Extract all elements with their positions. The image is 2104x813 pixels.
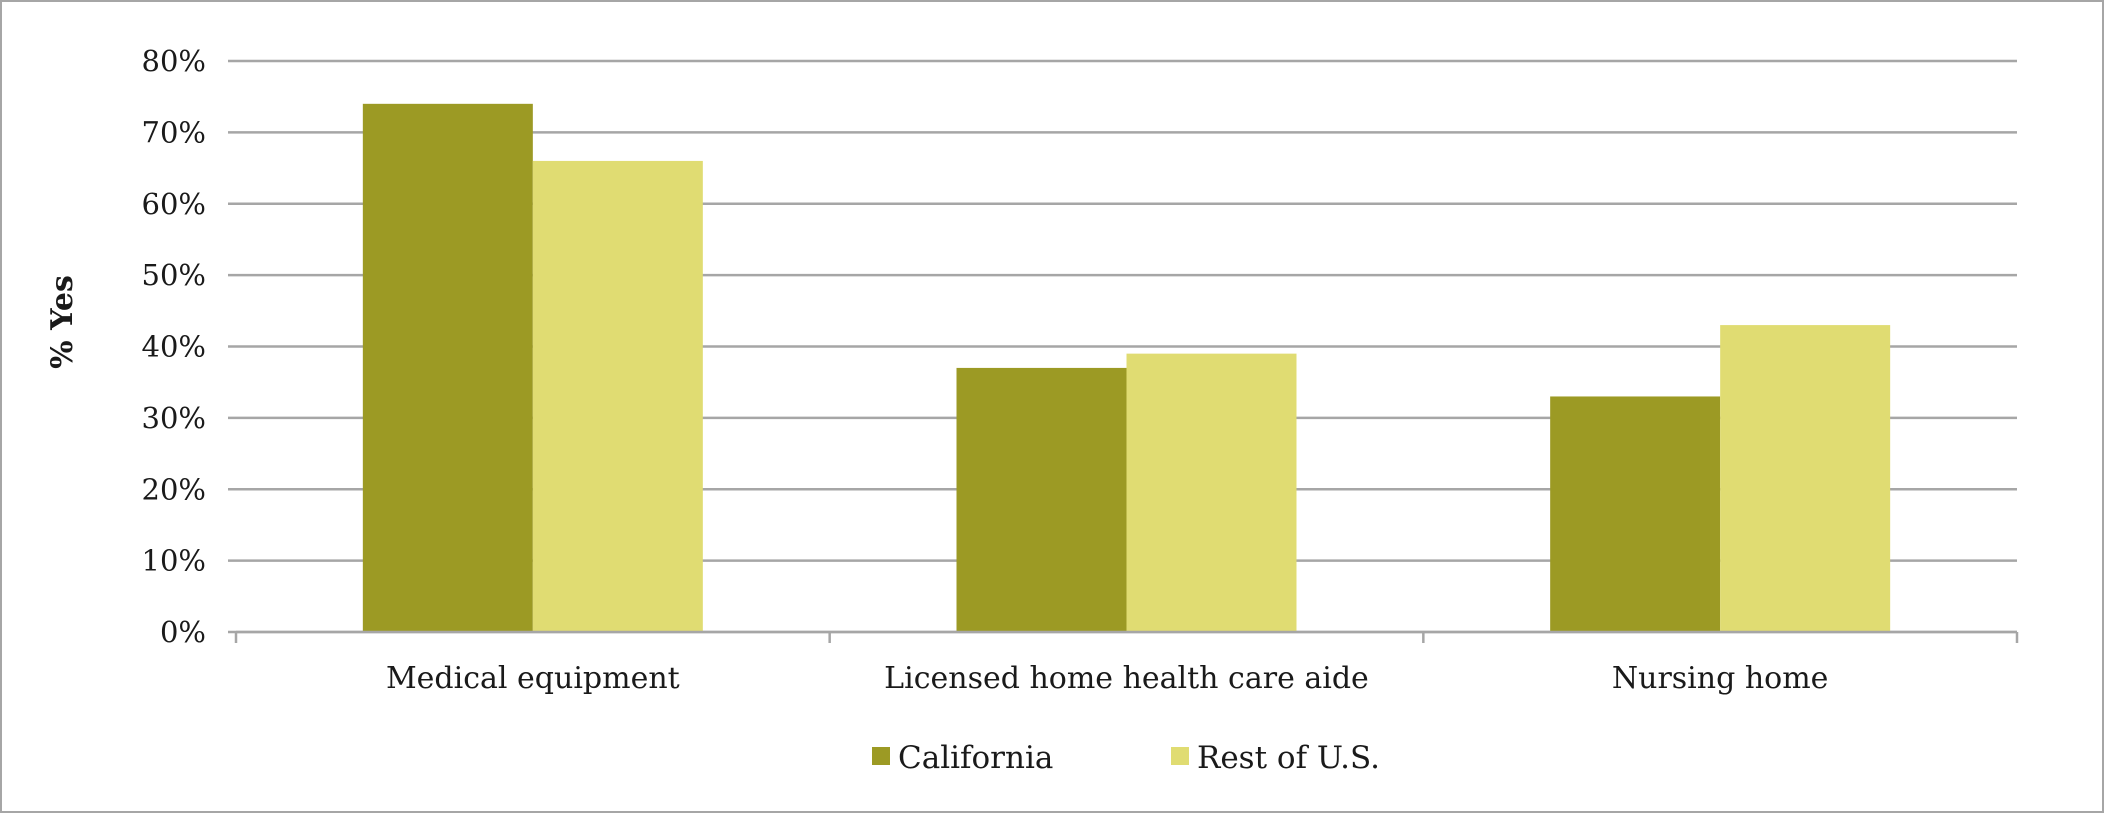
legend-label-california: California [898,740,1053,776]
legend-swatch-california [872,747,890,765]
y-tick-label: 80% [142,44,206,78]
y-tick-label: 20% [142,472,206,506]
y-tick-label: 30% [142,401,206,435]
y-axis-ticks: 0% 10% 20% 30% 40% 50% 60% 70% 80% [142,44,206,649]
category-labels: Medical equipment Licensed home health ca… [386,661,1828,696]
y-tick-label: 50% [142,258,206,292]
y-tick-label: 60% [142,187,206,221]
y-tick-label: 0% [160,615,206,649]
bar-rest-of-u-s-1 [532,160,703,633]
y-axis-label: % Yes [45,275,80,369]
x-axis [234,630,2019,643]
category-label: Medical equipment [386,661,680,696]
bar-rest-of-u-s-2 [1126,353,1297,632]
bar-california-1 [362,103,533,632]
legend: California Rest of U.S. [872,740,1380,776]
bar-rest-of-u-s-3 [1720,325,1891,632]
y-tick-label: 40% [142,330,206,364]
category-label: Licensed home health care aide [884,661,1369,696]
bar-california-2 [956,367,1127,632]
category-label: Nursing home [1612,661,1829,696]
y-tick-label: 70% [142,115,206,149]
y-tick-label: 10% [142,544,206,578]
bar-california-3 [1550,396,1721,632]
legend-label-rest-of-us: Rest of U.S. [1197,740,1380,776]
bars [362,103,1891,633]
legend-swatch-rest-of-us [1171,747,1189,765]
